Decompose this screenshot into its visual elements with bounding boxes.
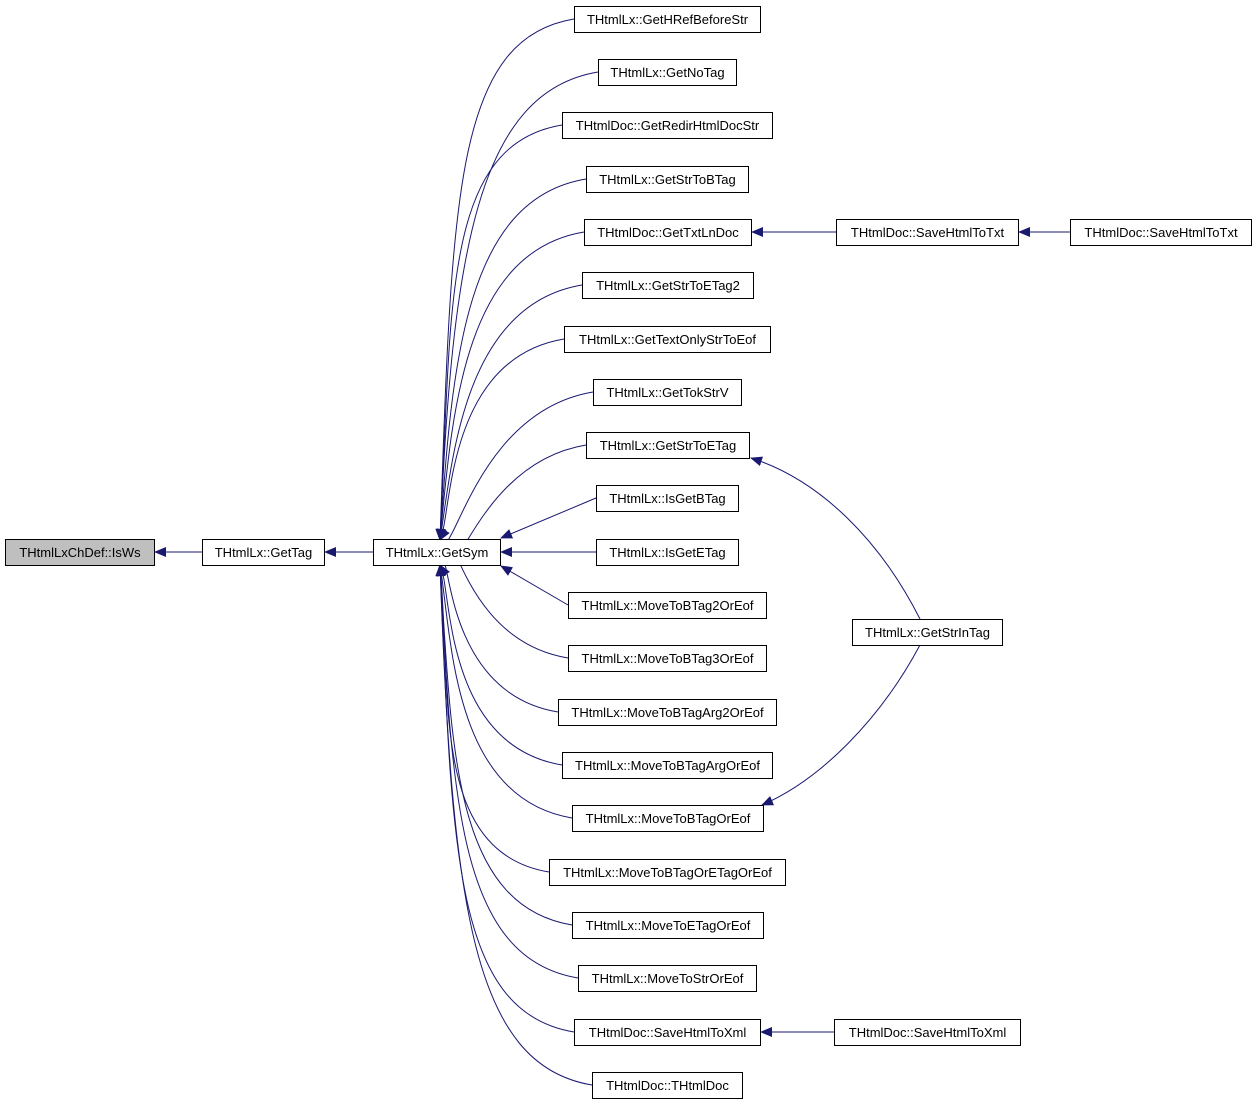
edge-c2-to-getsym xyxy=(435,124,563,541)
node-thtmllx-movetobtagarg2oreof[interactable]: THtmlLx::MoveToBTagArg2OrEof xyxy=(558,699,777,726)
node-thtmllx-movetobtag2oreof[interactable]: THtmlLx::MoveToBTag2OrEof xyxy=(568,592,767,619)
node-thtmllx-getstrtoetag2[interactable]: THtmlLx::GetStrToETag2 xyxy=(582,272,754,299)
edge-c19-to-getsym xyxy=(435,564,575,1033)
edge-c18-to-getsym xyxy=(435,564,579,979)
node-thtmllx-movetoetagoreof[interactable]: THtmlLx::MoveToETagOrEof xyxy=(572,912,764,939)
node-thtmllx-movetobtagargoreof[interactable]: THtmlLx::MoveToBTagArgOrEof xyxy=(562,752,773,779)
edge-c3-to-getsym xyxy=(435,178,587,541)
edge-c13-to-getsym xyxy=(439,552,559,713)
node-thtmllx-movetobtag3oreof[interactable]: THtmlLx::MoveToBTag3OrEof xyxy=(568,645,767,672)
node-thtmllx-gethrefbeforestr[interactable]: THtmlLx::GetHRefBeforeStr xyxy=(574,6,761,33)
node-thtmllx-getsym[interactable]: THtmlLx::GetSym xyxy=(373,539,501,566)
node-thtmllx-gettokstrv[interactable]: THtmlLx::GetTokStrV xyxy=(593,379,742,406)
node-thtmllx-getnotag[interactable]: THtmlLx::GetNoTag xyxy=(598,59,737,86)
edge-c20-to-getsym xyxy=(435,564,593,1086)
edge-c1-to-getsym xyxy=(435,71,599,541)
node-thtmllx-movetobtagoretagoreof[interactable]: THtmlLx::MoveToBTagOrETagOrEof xyxy=(549,859,786,886)
edge-c0-to-getsym xyxy=(435,18,575,541)
node-thtmldoc-savehtmltotxt[interactable]: THtmlDoc::SaveHtmlToTxt xyxy=(1070,219,1252,246)
node-thtmllx-gettextonlystrtoeof[interactable]: THtmlLx::GetTextOnlyStrToEof xyxy=(564,326,771,353)
node-thtmldoc-getredirhtmldocstr[interactable]: THtmlDoc::GetRedirHtmlDocStr xyxy=(562,112,773,139)
node-thtmldoc-savehtmltotxt[interactable]: THtmlDoc::SaveHtmlToTxt xyxy=(836,219,1019,246)
edge-c15-to-getsym xyxy=(436,564,573,819)
node-thtmldoc-savehtmltoxml[interactable]: THtmlDoc::SaveHtmlToXml xyxy=(834,1019,1021,1046)
edge-c11-to-getsym xyxy=(500,565,569,606)
node-thtmldoc-thtmldoc[interactable]: THtmlDoc::THtmlDoc xyxy=(592,1072,743,1099)
edge-c5-to-getsym xyxy=(436,284,583,541)
edge-strintag-to-c8 xyxy=(750,456,921,620)
node-thtmllx-gettag[interactable]: THtmlLx::GetTag xyxy=(202,539,325,566)
edge-c14-to-getsym xyxy=(439,564,563,766)
node-thtmllx-getstrtoetag[interactable]: THtmlLx::GetStrToETag xyxy=(586,432,750,459)
edge-c17-to-getsym xyxy=(435,564,573,926)
node-thtmllx-movetobtagoreof[interactable]: THtmlLx::MoveToBTagOrEof xyxy=(572,805,764,832)
node-thtmllx-getstrtobtag[interactable]: THtmlLx::GetStrToBTag xyxy=(586,166,749,193)
edge-c6-to-getsym xyxy=(439,338,565,541)
node-thtmllx-movetostroreof[interactable]: THtmlLx::MoveToStrOrEof xyxy=(578,965,757,992)
node-thtmllxchdef-isws: THtmlLxChDef::IsWs xyxy=(5,539,155,566)
node-thtmllx-getstrintag[interactable]: THtmlLx::GetStrInTag xyxy=(852,619,1003,646)
edge-c9-to-getsym xyxy=(500,497,597,539)
node-thtmllx-isgetetag[interactable]: THtmlLx::IsGetETag xyxy=(596,539,739,566)
node-thtmllx-isgetbtag[interactable]: THtmlLx::IsGetBTag xyxy=(596,485,739,512)
node-thtmldoc-savehtmltoxml[interactable]: THtmlDoc::SaveHtmlToXml xyxy=(574,1019,761,1046)
edge-strintag-to-c15 xyxy=(761,644,921,806)
edge-c4-to-getsym xyxy=(436,231,585,541)
node-thtmldoc-gettxtlndoc[interactable]: THtmlDoc::GetTxtLnDoc xyxy=(584,219,752,246)
